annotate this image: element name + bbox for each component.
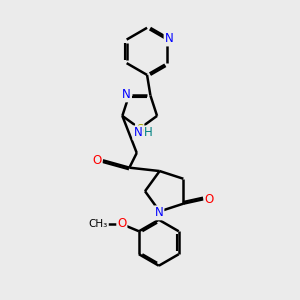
Text: O: O <box>92 154 102 167</box>
Text: N: N <box>134 126 142 140</box>
Text: N: N <box>122 88 131 101</box>
Text: N: N <box>155 206 164 219</box>
Text: S: S <box>136 124 143 136</box>
Text: CH₃: CH₃ <box>89 219 108 229</box>
Text: O: O <box>205 193 214 206</box>
Text: O: O <box>117 218 127 230</box>
Text: H: H <box>144 126 153 140</box>
Text: N: N <box>165 32 173 46</box>
